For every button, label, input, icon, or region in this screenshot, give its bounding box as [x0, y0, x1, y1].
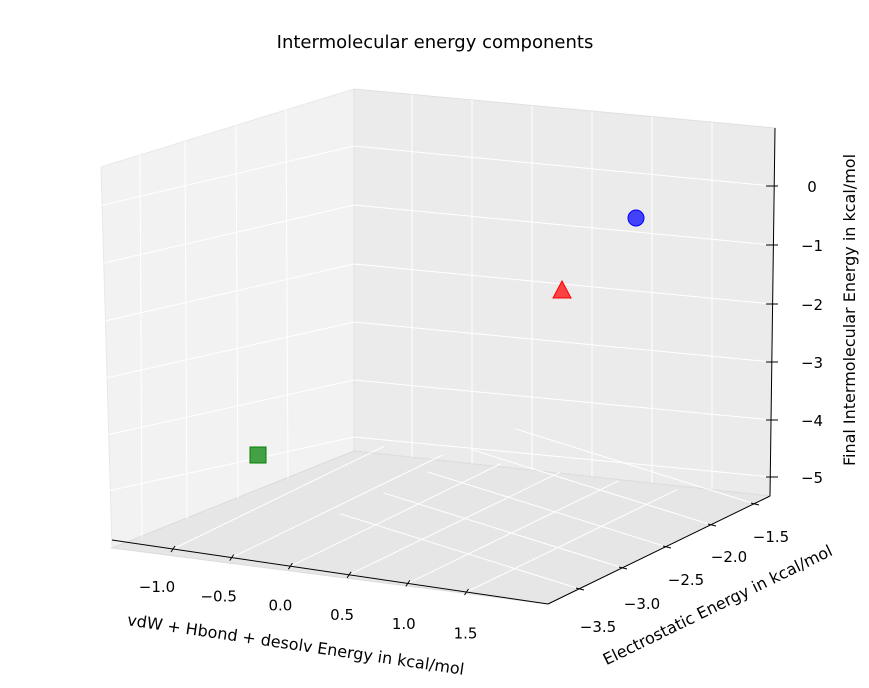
z-tick-label: −4 [801, 412, 823, 430]
y-gridline-floor [515, 428, 756, 505]
x-tick-label: 1.5 [454, 625, 478, 643]
z-tick-label: −3 [801, 354, 823, 372]
z-tick-label: −2 [801, 296, 823, 314]
z-tick-label: −5 [801, 469, 823, 487]
z-gridline-back [353, 379, 773, 421]
z-gridline-left [105, 263, 355, 322]
x-tick [229, 554, 235, 561]
left-vertical-gridline [139, 154, 143, 537]
z-gridline-back [353, 436, 773, 478]
x-gridline-floor [290, 463, 502, 567]
z-gridline-back [353, 145, 773, 187]
y-gridline-floor [427, 471, 668, 548]
y-tick [750, 502, 760, 506]
left-vertical-gridline [184, 140, 188, 519]
gridlines [101, 94, 773, 593]
x-gridline-floor [348, 471, 561, 576]
z-gridline-left [103, 204, 355, 264]
y-tick-label: −1.5 [753, 528, 789, 546]
z-axis-line [769, 127, 776, 497]
chart-title: Intermolecular energy components [277, 32, 594, 53]
x-tick-label: −1.0 [139, 578, 175, 596]
left-vertical-gridline [285, 109, 289, 479]
x-axis-line [111, 539, 549, 605]
z-gridline-back [353, 321, 773, 363]
x-tick [464, 588, 469, 596]
data-point-square [249, 446, 267, 464]
x-tick-label: −0.5 [200, 587, 236, 605]
y-tick-label: −3.0 [624, 595, 660, 613]
axis-panes [100, 88, 776, 605]
z-gridline-back [353, 204, 773, 246]
data-point-circle [627, 209, 645, 227]
z-tick-label: −1 [801, 237, 823, 255]
x-tick-label: 1.0 [392, 615, 416, 633]
z-tick-label: 0 [807, 178, 817, 196]
z-gridline-left [101, 145, 355, 206]
y-gridline-floor [383, 492, 624, 569]
y-tick [707, 523, 717, 527]
data-markers [249, 209, 645, 464]
y-tick [575, 587, 585, 591]
y-axis-line [547, 495, 771, 605]
y-tick-label: −3.5 [580, 618, 616, 636]
y-tick-label: −2.0 [711, 548, 747, 566]
y-tick [618, 566, 628, 570]
tick-labels: −1.0 −0.5 0.0 0.5 1.0 1.5 −3.5 −3.0 −2.5 −2.0 −1.5… [139, 178, 823, 643]
x-tick [346, 571, 352, 579]
x-tick [170, 545, 176, 553]
x-tick [405, 580, 411, 587]
x-gridline-floor [407, 480, 619, 584]
x-tick-label: 0.0 [268, 597, 292, 615]
y-gridline-floor [472, 449, 713, 526]
x-tick [287, 562, 293, 570]
x-gridline-floor [172, 445, 385, 550]
data-point-triangle [552, 279, 572, 299]
axis-lines [111, 127, 776, 605]
left-vertical-gridline [235, 125, 239, 499]
y-tick-label: −2.5 [668, 571, 704, 589]
y-gridline-floor [340, 513, 581, 590]
tick-marks [170, 185, 778, 596]
z-gridline-left [106, 321, 355, 379]
z-axis-label: Final Intermolecular Energy in kcal/mol [840, 154, 859, 466]
z-gridline-left [108, 379, 355, 436]
x-tick-label: 0.5 [330, 606, 354, 624]
z-gridline-left [109, 436, 355, 491]
y-tick [662, 545, 672, 549]
x-gridline-floor [231, 454, 443, 559]
x-gridline-floor [466, 488, 678, 593]
